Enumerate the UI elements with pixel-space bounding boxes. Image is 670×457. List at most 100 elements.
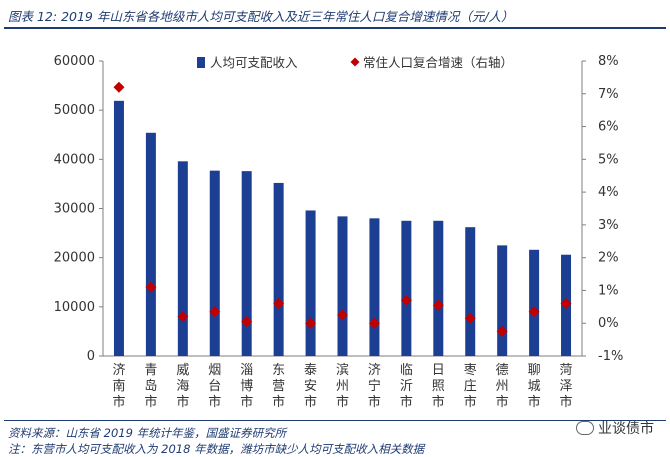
left-tick-label: 10000: [54, 300, 95, 315]
right-tick-label: 0%: [598, 316, 619, 331]
left-tick-label: 40000: [54, 152, 95, 167]
bar: [113, 100, 124, 356]
x-tick-label: 泰: [304, 363, 317, 378]
x-tick-label: 城: [528, 379, 541, 394]
x-tick-label: 淄: [240, 363, 253, 378]
x-tick-label: 岛: [144, 378, 157, 394]
growth-marker: [305, 317, 317, 329]
x-tick-label: 日: [432, 363, 445, 378]
x-tick-label: 泽: [560, 379, 573, 394]
right-tick-label: 2%: [598, 251, 619, 266]
x-tick-label: 台: [208, 379, 221, 394]
title-rule: [4, 27, 666, 29]
data-note: 注：东营市人均可支配收入为 2018 年数据，潍坊市缺少人均可支配收入相关数据: [8, 442, 425, 456]
x-tick-label: 市: [304, 394, 317, 410]
right-tick-label: 7%: [598, 87, 619, 102]
right-tick-label: 4%: [598, 185, 619, 200]
x-tick-label: 市: [336, 394, 349, 410]
x-tick-label: 聊: [528, 363, 541, 378]
x-tick-label: 市: [400, 394, 413, 410]
bar: [177, 161, 188, 356]
growth-marker: [560, 298, 572, 310]
growth-marker: [432, 299, 444, 311]
growth-marker: [337, 309, 348, 321]
bar: [369, 218, 380, 356]
bar: [273, 182, 284, 356]
right-tick-label: 8%: [598, 54, 619, 69]
x-tick-label: 庄: [464, 378, 477, 394]
x-tick-label: 市: [176, 394, 189, 410]
chart-title: 图表 12: 2019 年山东省各地级市人均可支配收入及近三年常住人口复合增速情…: [8, 9, 514, 24]
bar: [433, 220, 444, 356]
right-tick-label: 1%: [598, 283, 619, 298]
x-tick-label: 青: [144, 363, 157, 378]
right-tick-label: 6%: [598, 120, 619, 135]
bar: [305, 210, 316, 356]
bar: [209, 170, 220, 356]
x-tick-label: 市: [496, 394, 509, 410]
bar: [145, 132, 156, 356]
x-tick-label: 威: [176, 363, 189, 378]
x-tick-label: 济: [368, 363, 381, 378]
bar: [337, 216, 348, 356]
x-tick-label: 南: [112, 378, 125, 394]
x-tick-label: 市: [240, 394, 253, 410]
x-tick-label: 宁: [368, 378, 381, 394]
x-tick-label: 滨: [336, 362, 349, 378]
x-tick-label: 州: [496, 379, 509, 394]
income-growth-chart: 0 10000 20000 30000 40000 50000 60000 -1% 0% 1% 2%…: [54, 54, 624, 410]
left-tick-label: 30000: [54, 202, 95, 217]
legend-bar-label: 人均可支配收入: [210, 55, 298, 70]
growth-marker: [145, 281, 157, 293]
growth-marker: [177, 311, 189, 323]
bar: [465, 227, 476, 356]
x-tick-label: 海: [176, 379, 189, 394]
x-tick-label: 烟: [208, 363, 221, 378]
growth-marker: [368, 317, 380, 329]
bar: [401, 220, 412, 356]
x-tick-label: 德: [496, 363, 509, 378]
x-tick-label: 博: [240, 379, 253, 394]
legend-bar-swatch: [197, 57, 205, 68]
x-tick-label: 营: [272, 379, 285, 394]
left-tick-label: 60000: [54, 54, 95, 69]
growth-marker: [464, 312, 476, 324]
watermark-text: 业谈债市: [598, 421, 654, 437]
x-tick-label: 照: [432, 379, 445, 394]
source-note: 资料来源：山东省 2019 年统计年鉴，国盛证券研究所: [8, 426, 287, 440]
left-tick-label: 20000: [54, 251, 95, 266]
x-tick-label: 市: [272, 394, 285, 410]
x-tick-label: 市: [464, 394, 477, 410]
growth-marker: [241, 316, 253, 328]
growth-marker: [528, 306, 540, 318]
x-tick-label: 市: [112, 394, 125, 410]
footer-rule: [4, 420, 666, 421]
x-tick-label: 临: [400, 363, 413, 378]
x-tick-label: 枣: [464, 363, 477, 378]
wechat-icon: [576, 421, 594, 435]
growth-marker: [496, 325, 508, 337]
x-tick-label: 州: [336, 379, 349, 394]
x-tick-label: 市: [368, 394, 381, 410]
right-tick-label: -1%: [598, 349, 623, 364]
legend-marker-swatch: [350, 57, 360, 67]
watermark: 业谈债市: [576, 418, 654, 438]
right-tick-label: 5%: [598, 152, 619, 167]
x-tick-label: 市: [144, 394, 157, 410]
right-tick-label: 3%: [598, 218, 619, 233]
x-tick-label: 市: [208, 394, 221, 410]
legend-marker-label: 常住人口复合增速（右轴）: [363, 55, 513, 70]
x-tick-label: 济: [112, 363, 125, 378]
bar: [497, 245, 508, 356]
x-tick-label: 东: [272, 363, 285, 378]
x-tick-label: 市: [528, 394, 541, 410]
x-tick-label: 市: [432, 394, 445, 410]
left-tick-label: 0: [87, 349, 95, 364]
growth-marker: [273, 298, 285, 310]
x-tick-label: 市: [560, 394, 573, 410]
growth-marker: [113, 81, 125, 93]
x-tick-label: 菏: [560, 363, 573, 378]
x-tick-label: 沂: [400, 379, 413, 394]
growth-marker: [400, 294, 412, 306]
left-tick-label: 50000: [54, 103, 95, 118]
